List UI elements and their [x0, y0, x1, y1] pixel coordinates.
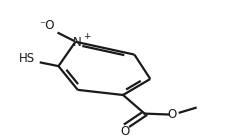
- Text: O: O: [120, 125, 129, 138]
- Text: ⁻O: ⁻O: [39, 19, 55, 32]
- Text: +: +: [83, 32, 91, 41]
- Text: N: N: [73, 36, 82, 49]
- Text: O: O: [167, 108, 176, 121]
- Text: HS: HS: [19, 52, 35, 65]
